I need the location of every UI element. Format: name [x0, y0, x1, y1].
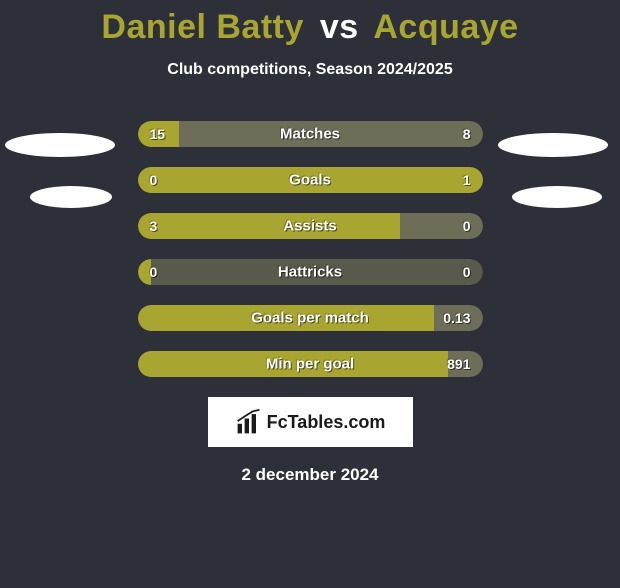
stat-fill-right: [200, 167, 483, 193]
stat-fill-left: [138, 167, 200, 193]
date-text: 2 december 2024: [0, 465, 620, 485]
stat-label: Hattricks: [278, 264, 342, 281]
vs-text: vs: [320, 8, 359, 46]
subtitle: Club competitions, Season 2024/2025: [0, 61, 620, 79]
player1-name: Daniel Batty: [101, 8, 304, 46]
stat-value-left: 3: [150, 218, 158, 234]
stat-row: Min per goal 891: [138, 351, 483, 377]
stat-label: Goals: [289, 172, 331, 189]
stat-value-right: 0: [463, 218, 471, 234]
stat-value-left: 15: [150, 126, 166, 142]
stat-value-right: 891: [447, 356, 470, 372]
stat-value-left: 0: [150, 172, 158, 188]
fctables-logo: FcTables.com: [208, 397, 413, 447]
stat-row: Goals 0 1: [138, 167, 483, 193]
stat-fill-left: [138, 213, 400, 239]
stat-value-right: 0: [463, 264, 471, 280]
player2-name: Acquaye: [373, 8, 518, 46]
stat-label: Min per goal: [266, 356, 354, 373]
decorative-ellipse: [30, 186, 112, 208]
stat-row: Goals per match 0.13: [138, 305, 483, 331]
stat-label: Assists: [283, 218, 336, 235]
decorative-ellipse: [512, 186, 602, 208]
stat-value-right: 0.13: [443, 310, 470, 326]
stat-row: Assists 3 0: [138, 213, 483, 239]
stat-row: Hattricks 0 0: [138, 259, 483, 285]
comparison-title: Daniel Batty vs Acquaye: [0, 8, 620, 47]
stat-value-right: 1: [463, 172, 471, 188]
decorative-ellipse: [5, 133, 115, 157]
stat-value-right: 8: [463, 126, 471, 142]
logo-text: FcTables.com: [267, 412, 386, 433]
stat-label: Matches: [280, 126, 340, 143]
stat-value-left: 0: [150, 264, 158, 280]
stat-label: Goals per match: [251, 310, 369, 327]
chart-icon: [235, 408, 263, 436]
decorative-ellipse: [498, 133, 608, 157]
comparison-chart: Matches158Goals01Assists30Hattricks00Goa…: [138, 121, 483, 377]
stat-row: Matches 15 8: [138, 121, 483, 147]
